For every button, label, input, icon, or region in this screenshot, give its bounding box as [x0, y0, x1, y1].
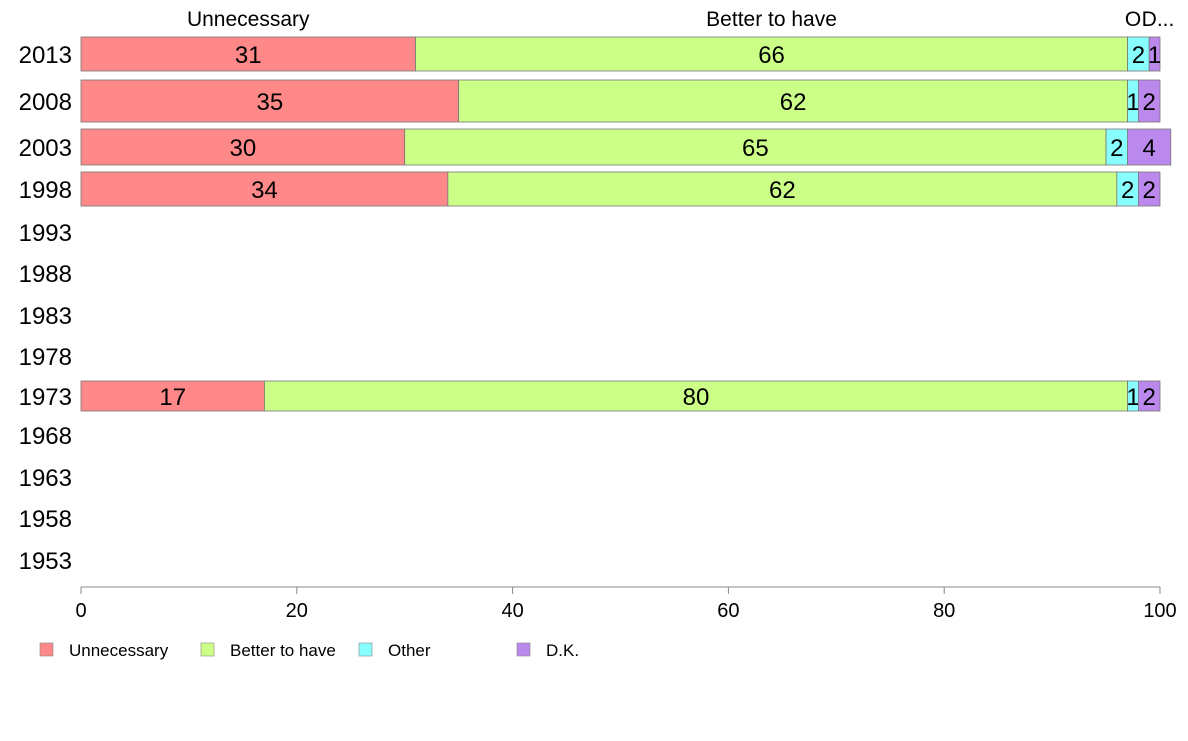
x-axis: 0 20 40 60 80 100 — [75, 586, 1177, 622]
bar-value-label: 2 — [1143, 177, 1156, 204]
y-tick-label: 1968 — [19, 423, 72, 450]
legend-label: Other — [388, 641, 431, 660]
legend-swatch — [39, 642, 54, 657]
bar-value-label: 2 — [1143, 89, 1156, 116]
bar-segment — [458, 79, 1129, 123]
bar-segment — [80, 380, 265, 412]
y-tick-label: 1983 — [19, 303, 72, 330]
bar-segment — [1138, 171, 1161, 207]
bar-segment — [415, 36, 1129, 72]
y-tick-label: 2013 — [19, 42, 72, 69]
bar-value-label: 2 — [1121, 177, 1134, 204]
bar-value-label: 62 — [780, 89, 807, 116]
bar-value-label: 30 — [229, 135, 256, 162]
bar-value-label: 31 — [235, 42, 262, 69]
x-tick-label: 20 — [286, 600, 308, 622]
bars: 31 66 2 135 62 1 230 65 2 434 62 2 217 80 1 2 — [80, 36, 1172, 412]
top-series-label: Unnecessary — [187, 8, 310, 31]
bar-value-label: 2 — [1143, 384, 1156, 411]
x-tick-label: 0 — [75, 600, 86, 622]
legend-swatch — [200, 642, 215, 657]
top-series-label: O — [1125, 8, 1141, 31]
bar-segment — [1148, 36, 1161, 72]
bar-value-label: 1 — [1126, 89, 1139, 116]
top-series-label: D... — [1142, 8, 1175, 31]
legend-swatch — [516, 642, 531, 657]
bar-value-label: 1 — [1126, 384, 1139, 411]
bar-value-label: 62 — [769, 177, 796, 204]
bar-segment — [1127, 128, 1172, 166]
bar-value-label: 1 — [1148, 42, 1161, 69]
x-tick-label: 100 — [1143, 600, 1176, 622]
bar-segment — [80, 36, 416, 72]
legend-label: Better to have — [230, 641, 336, 660]
bar-segment — [80, 171, 449, 207]
x-tick-label: 80 — [933, 600, 955, 622]
x-tick-label: 40 — [501, 600, 523, 622]
bar-segment — [264, 380, 1129, 412]
bar-segment — [404, 128, 1107, 166]
legend-swatch — [358, 642, 373, 657]
y-tick-label: 1993 — [19, 220, 72, 247]
y-tick-label: 2008 — [19, 89, 72, 116]
bar-value-label: 2 — [1110, 135, 1123, 162]
top-series-label: Better to have — [706, 8, 837, 31]
legend: Unnecessary Better to have Other D.K. — [39, 641, 579, 660]
bar-value-label: 66 — [758, 42, 785, 69]
bar-value-label: 35 — [256, 89, 283, 116]
bar-value-label: 65 — [742, 135, 769, 162]
legend-label: Unnecessary — [69, 641, 169, 660]
bar-value-label: 4 — [1143, 135, 1156, 162]
y-tick-label: 1958 — [19, 506, 72, 533]
bar-value-label: 17 — [159, 384, 186, 411]
x-tick-label: 60 — [717, 600, 739, 622]
bar-segment — [80, 128, 406, 166]
bar-value-label: 2 — [1132, 42, 1145, 69]
bar-segment — [1138, 79, 1161, 123]
bar-segment — [1138, 380, 1161, 412]
y-tick-label: 1978 — [19, 344, 72, 371]
y-tick-label: 1988 — [19, 261, 72, 288]
y-tick-label: 1998 — [19, 177, 72, 204]
bar-value-label: 34 — [251, 177, 278, 204]
y-tick-label: 1963 — [19, 465, 72, 492]
y-tick-label: 2003 — [19, 135, 72, 162]
bar-segment — [80, 79, 460, 123]
top-series-labels: Unnecessary Better to have O D... — [187, 8, 1174, 31]
legend-label: D.K. — [546, 641, 579, 660]
bar-value-label: 80 — [683, 384, 710, 411]
y-tick-labels: 2013 2008 2003 1998 1993 1988 1983 1978 1973 1968… — [19, 42, 72, 575]
y-tick-label: 1973 — [19, 384, 72, 411]
y-tick-label: 1953 — [19, 548, 72, 575]
